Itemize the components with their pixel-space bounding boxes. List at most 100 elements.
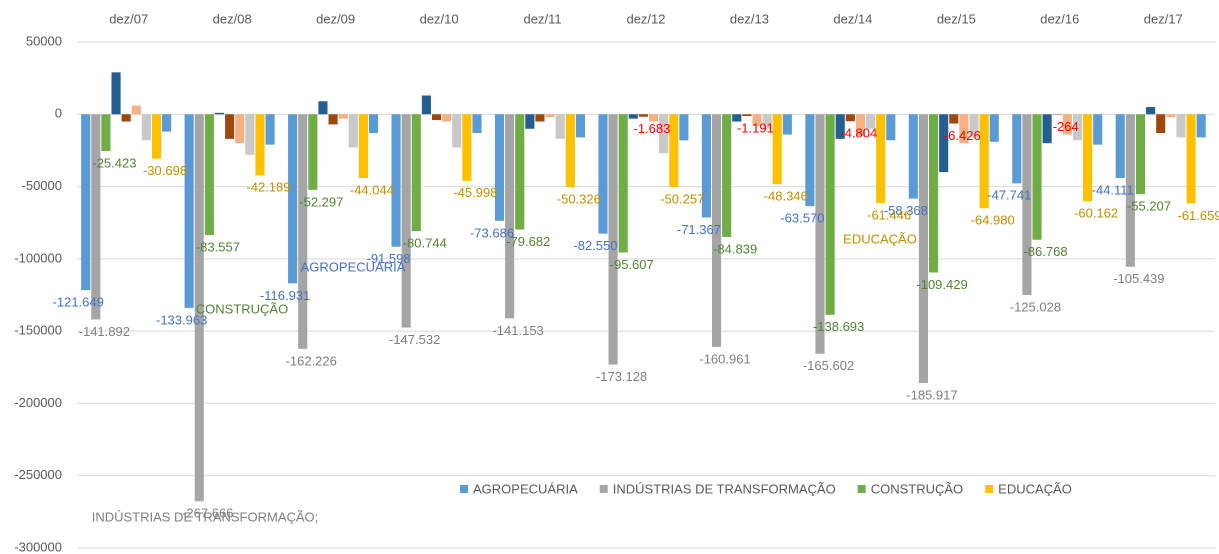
data-label: -84.839	[713, 241, 757, 256]
bar	[1022, 114, 1032, 296]
data-label: -95.607	[610, 257, 654, 272]
data-label: -91.598	[367, 251, 411, 266]
data-label: -73.686	[470, 225, 514, 240]
data-label: -116.931	[260, 288, 310, 303]
bar	[1012, 114, 1022, 184]
y-tick-label: -250000	[14, 467, 62, 482]
bar	[1062, 114, 1072, 135]
data-label: -50.326	[557, 191, 601, 206]
data-label: -45.998	[453, 185, 497, 200]
bar	[866, 114, 876, 129]
bar	[318, 101, 328, 115]
data-label: -30.698	[143, 163, 187, 178]
bar	[989, 114, 999, 142]
data-label: -48.346	[764, 189, 808, 204]
data-label: -61.446	[867, 208, 911, 223]
bar	[368, 114, 379, 134]
data-label: -64.980	[971, 213, 1015, 228]
bar	[575, 114, 585, 138]
bar	[782, 114, 792, 135]
annotation: AGROPECUÁRIA	[301, 259, 406, 274]
data-label: -4.804	[840, 126, 877, 141]
data-label: -44.044	[350, 182, 394, 197]
bar	[515, 114, 525, 230]
bar	[255, 114, 265, 176]
data-label: -42.189	[246, 180, 290, 195]
legend-label: CONSTRUÇÃO	[871, 481, 963, 496]
bar	[979, 114, 989, 209]
data-label: -1.191	[737, 120, 774, 135]
bar	[805, 114, 815, 207]
bar	[855, 114, 866, 136]
data-label: -80.744	[403, 235, 447, 250]
legend-swatch	[857, 485, 866, 493]
bar	[265, 114, 275, 145]
data-label: -264	[1053, 119, 1079, 134]
bar	[298, 114, 308, 349]
bar	[162, 114, 172, 132]
bar	[1042, 114, 1052, 144]
bar	[1186, 114, 1196, 204]
data-label: -83.557	[196, 240, 240, 255]
data-label: -1.683	[633, 121, 670, 136]
x-tick-label: dez/16	[1040, 11, 1079, 26]
bar	[411, 114, 421, 232]
bar	[525, 114, 535, 129]
bar	[1093, 114, 1103, 145]
bar	[659, 114, 669, 154]
bar	[1125, 114, 1135, 267]
bar	[876, 114, 886, 204]
y-tick-label: 50000	[26, 33, 62, 48]
x-tick-label: dez/08	[213, 11, 252, 26]
bar	[762, 114, 772, 129]
data-label: -47.741	[987, 188, 1031, 203]
data-label: -185.917	[906, 388, 957, 403]
bar	[348, 114, 358, 148]
bar	[184, 114, 194, 308]
legend-label: AGROPECUÁRIA	[473, 481, 578, 496]
bar	[598, 114, 608, 234]
bar	[131, 105, 141, 115]
x-tick-label: dez/12	[626, 11, 665, 26]
bar	[494, 114, 505, 221]
data-label: -55.207	[1127, 199, 1171, 214]
annotation: INDÚSTRIAS DE TRANSFORMAÇÃO;	[92, 509, 319, 524]
bar	[1083, 114, 1093, 202]
bar	[845, 114, 855, 122]
bar	[939, 114, 949, 173]
data-label: -60.162	[1074, 206, 1118, 221]
data-label: -71.367	[677, 222, 721, 237]
data-label: -173.128	[596, 369, 647, 384]
bar	[1032, 114, 1042, 240]
bar	[81, 114, 91, 291]
bar	[225, 114, 235, 139]
data-label: -52.297	[299, 194, 343, 209]
bar	[732, 114, 742, 122]
bar	[886, 114, 896, 141]
data-label: -133.963	[156, 312, 207, 327]
bar	[959, 114, 969, 144]
x-tick-label: dez/17	[1144, 11, 1183, 26]
bar	[949, 114, 959, 124]
bar	[101, 114, 111, 152]
legend-swatch	[599, 485, 608, 493]
bar	[288, 114, 298, 284]
bar	[835, 114, 845, 139]
bar	[555, 114, 565, 139]
data-label: -86.768	[1023, 244, 1067, 259]
bar	[1176, 114, 1186, 138]
bar	[194, 114, 204, 502]
bar	[245, 114, 255, 155]
bar	[742, 114, 752, 117]
data-label: -141.153	[492, 323, 543, 338]
bar	[121, 114, 131, 122]
x-tick-label: dez/13	[730, 11, 769, 26]
y-tick-label: -150000	[14, 323, 62, 338]
bar	[391, 114, 401, 247]
bar	[338, 114, 348, 119]
data-label: -138.693	[813, 319, 864, 334]
data-label: -50.257	[660, 191, 704, 206]
legend-label: INDÚSTRIAS DE TRANSFORMAÇÃO	[613, 481, 836, 496]
bar	[1072, 114, 1083, 141]
data-label: -147.532	[389, 332, 440, 347]
